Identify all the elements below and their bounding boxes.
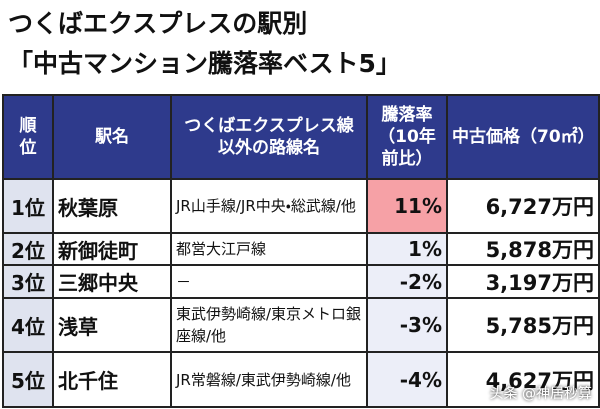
table-cell: －	[170, 264, 368, 299]
table-cell: -2%	[366, 264, 448, 299]
watermark: 头条 @神居秒算	[489, 386, 592, 402]
table-cell: 1%	[366, 232, 448, 266]
column-header: 騰落率（10年前比）	[366, 94, 448, 180]
title-line: 「中古マンション騰落率ベスト5」	[8, 49, 401, 78]
table-cell: 都営大江戸線	[170, 232, 368, 266]
table-row: 4位 浅草 東武伊勢崎線/東京メトロ銀座線/他 -3% 5,785万円	[2, 297, 600, 353]
table-cell: 東武伊勢崎線/東京メトロ銀座線/他	[170, 297, 368, 353]
table-cell: 三郷中央	[52, 264, 172, 299]
header-row: 順位 駅名 つくばエクスプレス線以外の路線名 騰落率（10年前比） 中古価格（70㎡）	[2, 94, 600, 180]
table-cell: 新御徒町	[52, 232, 172, 266]
table-cell: -4%	[366, 351, 448, 408]
table-cell: JR常磐線/東武伊勢崎線/他	[170, 351, 368, 408]
title-line: つくばエクスプレスの駅別	[8, 9, 308, 38]
table-row: 5位 北千住 JR常磐線/東武伊勢崎線/他 -4% 4,627万円	[2, 351, 600, 408]
table-row: 3位 三郷中央－ -2% 3,197万円	[2, 264, 600, 299]
table-cell: 11%	[366, 178, 448, 234]
table-cell: JR山手線/JR中央・総武線/他	[170, 178, 368, 234]
table-row: 2位 新御徒町 都営大江戸線 1% 5,878万円	[2, 232, 600, 266]
table-cell: 1位	[2, 178, 54, 234]
table-cell: 2位	[2, 232, 54, 266]
table-cell: 浅草	[52, 297, 172, 353]
table-cell: 3,197万円	[446, 264, 600, 299]
column-header: つくばエクスプレス線以外の路線名	[170, 94, 368, 180]
title: つくばエクスプレスの駅別 「中古マンション騰落率ベスト5」	[8, 4, 592, 84]
ranking-table: 順位 駅名 つくばエクスプレス線以外の路線名 騰落率（10年前比） 中古価格（70㎡） …	[2, 94, 600, 408]
table-row: 1位 秋葉原 JR山手線/JR中央・総武線/他 11% 6,727万円	[2, 178, 600, 234]
table-cell: 6,727万円	[446, 178, 600, 234]
table-cell: -3%	[366, 297, 448, 353]
column-header: 順位	[2, 94, 54, 180]
table-body: 1位 秋葉原 JR山手線/JR中央・総武線/他 11% 6,727万円 2位 新御徒町 都営大…	[2, 178, 600, 408]
table-cell: 5,785万円	[446, 297, 600, 353]
table-cell: 5位	[2, 351, 54, 408]
table-cell: 秋葉原	[52, 178, 172, 234]
table-cell: 3位	[2, 264, 54, 299]
column-header: 中古価格（70㎡）	[446, 94, 600, 180]
table-cell: 北千住	[52, 351, 172, 408]
column-header: 駅名	[52, 94, 172, 180]
table-cell: 4位	[2, 297, 54, 353]
table-cell: 5,878万円	[446, 232, 600, 266]
table-cell: 4,627万円	[446, 351, 600, 408]
